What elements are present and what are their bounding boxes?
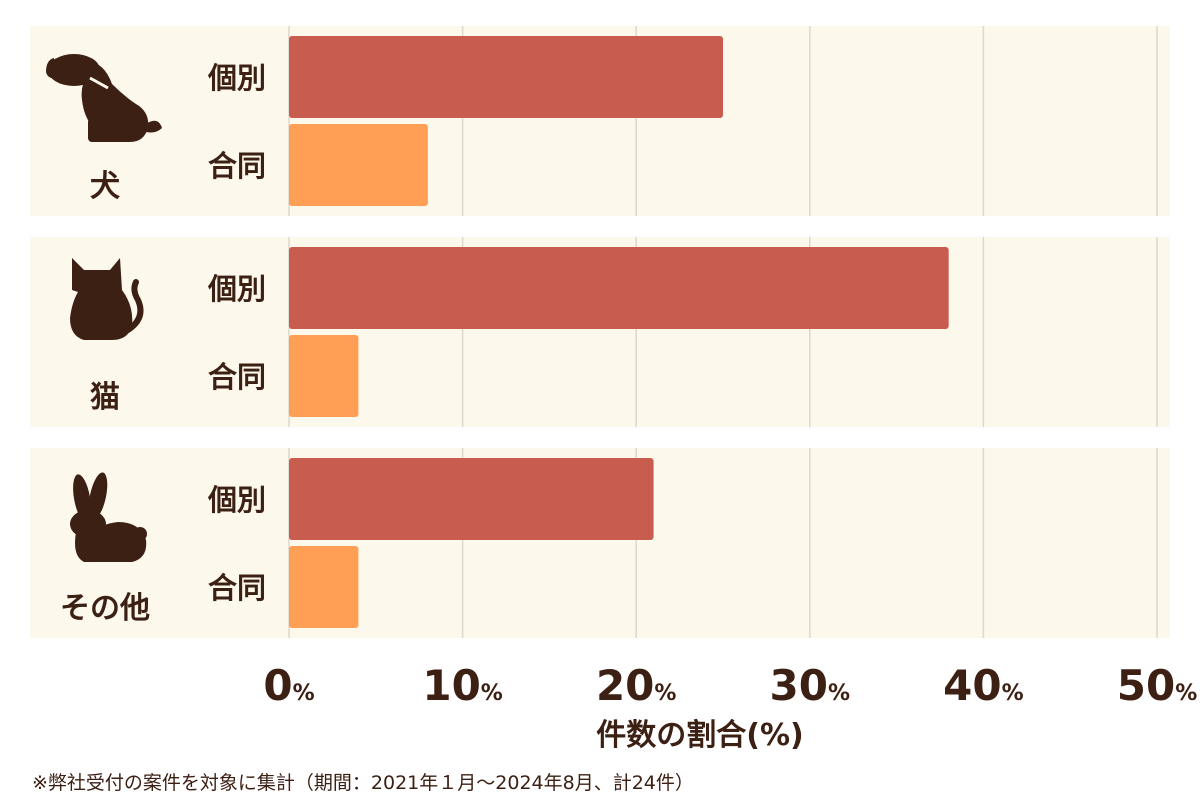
x-tick-label: 30% <box>770 661 851 710</box>
x-tick-label: 0% <box>263 661 314 710</box>
group-label: 犬 <box>90 169 120 204</box>
rabbit-icon <box>70 472 147 562</box>
bar-individual <box>289 247 949 329</box>
bar-joint <box>289 335 359 417</box>
bars <box>289 36 949 628</box>
x-tick-label: 10% <box>422 661 502 710</box>
group-label: その他 <box>60 591 150 626</box>
bar-individual <box>289 458 654 540</box>
bar-joint <box>289 546 359 628</box>
x-tick-label: 20% <box>596 661 677 710</box>
group-label: 猫 <box>90 380 120 415</box>
x-axis-title: 件数の割合(%) <box>596 718 803 753</box>
footnote: ※弊社受付の案件を対象に集計（期間：2021年１月〜2024年8月、計24件） <box>32 772 694 794</box>
dog-icon <box>46 54 162 142</box>
x-axis: 0% 10% 20% 30% 40% 50% <box>263 661 1197 710</box>
series-label: 合同 <box>208 149 266 183</box>
bar-individual <box>289 36 723 118</box>
series-label: 合同 <box>208 571 266 605</box>
bar-joint <box>289 124 428 206</box>
series-label: 個別 <box>207 483 266 517</box>
series-label: 個別 <box>207 272 266 306</box>
cat-icon <box>70 258 144 340</box>
x-tick-label: 40% <box>943 661 1024 710</box>
x-tick-label: 50% <box>1117 661 1198 710</box>
series-label: 個別 <box>207 61 266 95</box>
series-label: 合同 <box>208 360 266 394</box>
